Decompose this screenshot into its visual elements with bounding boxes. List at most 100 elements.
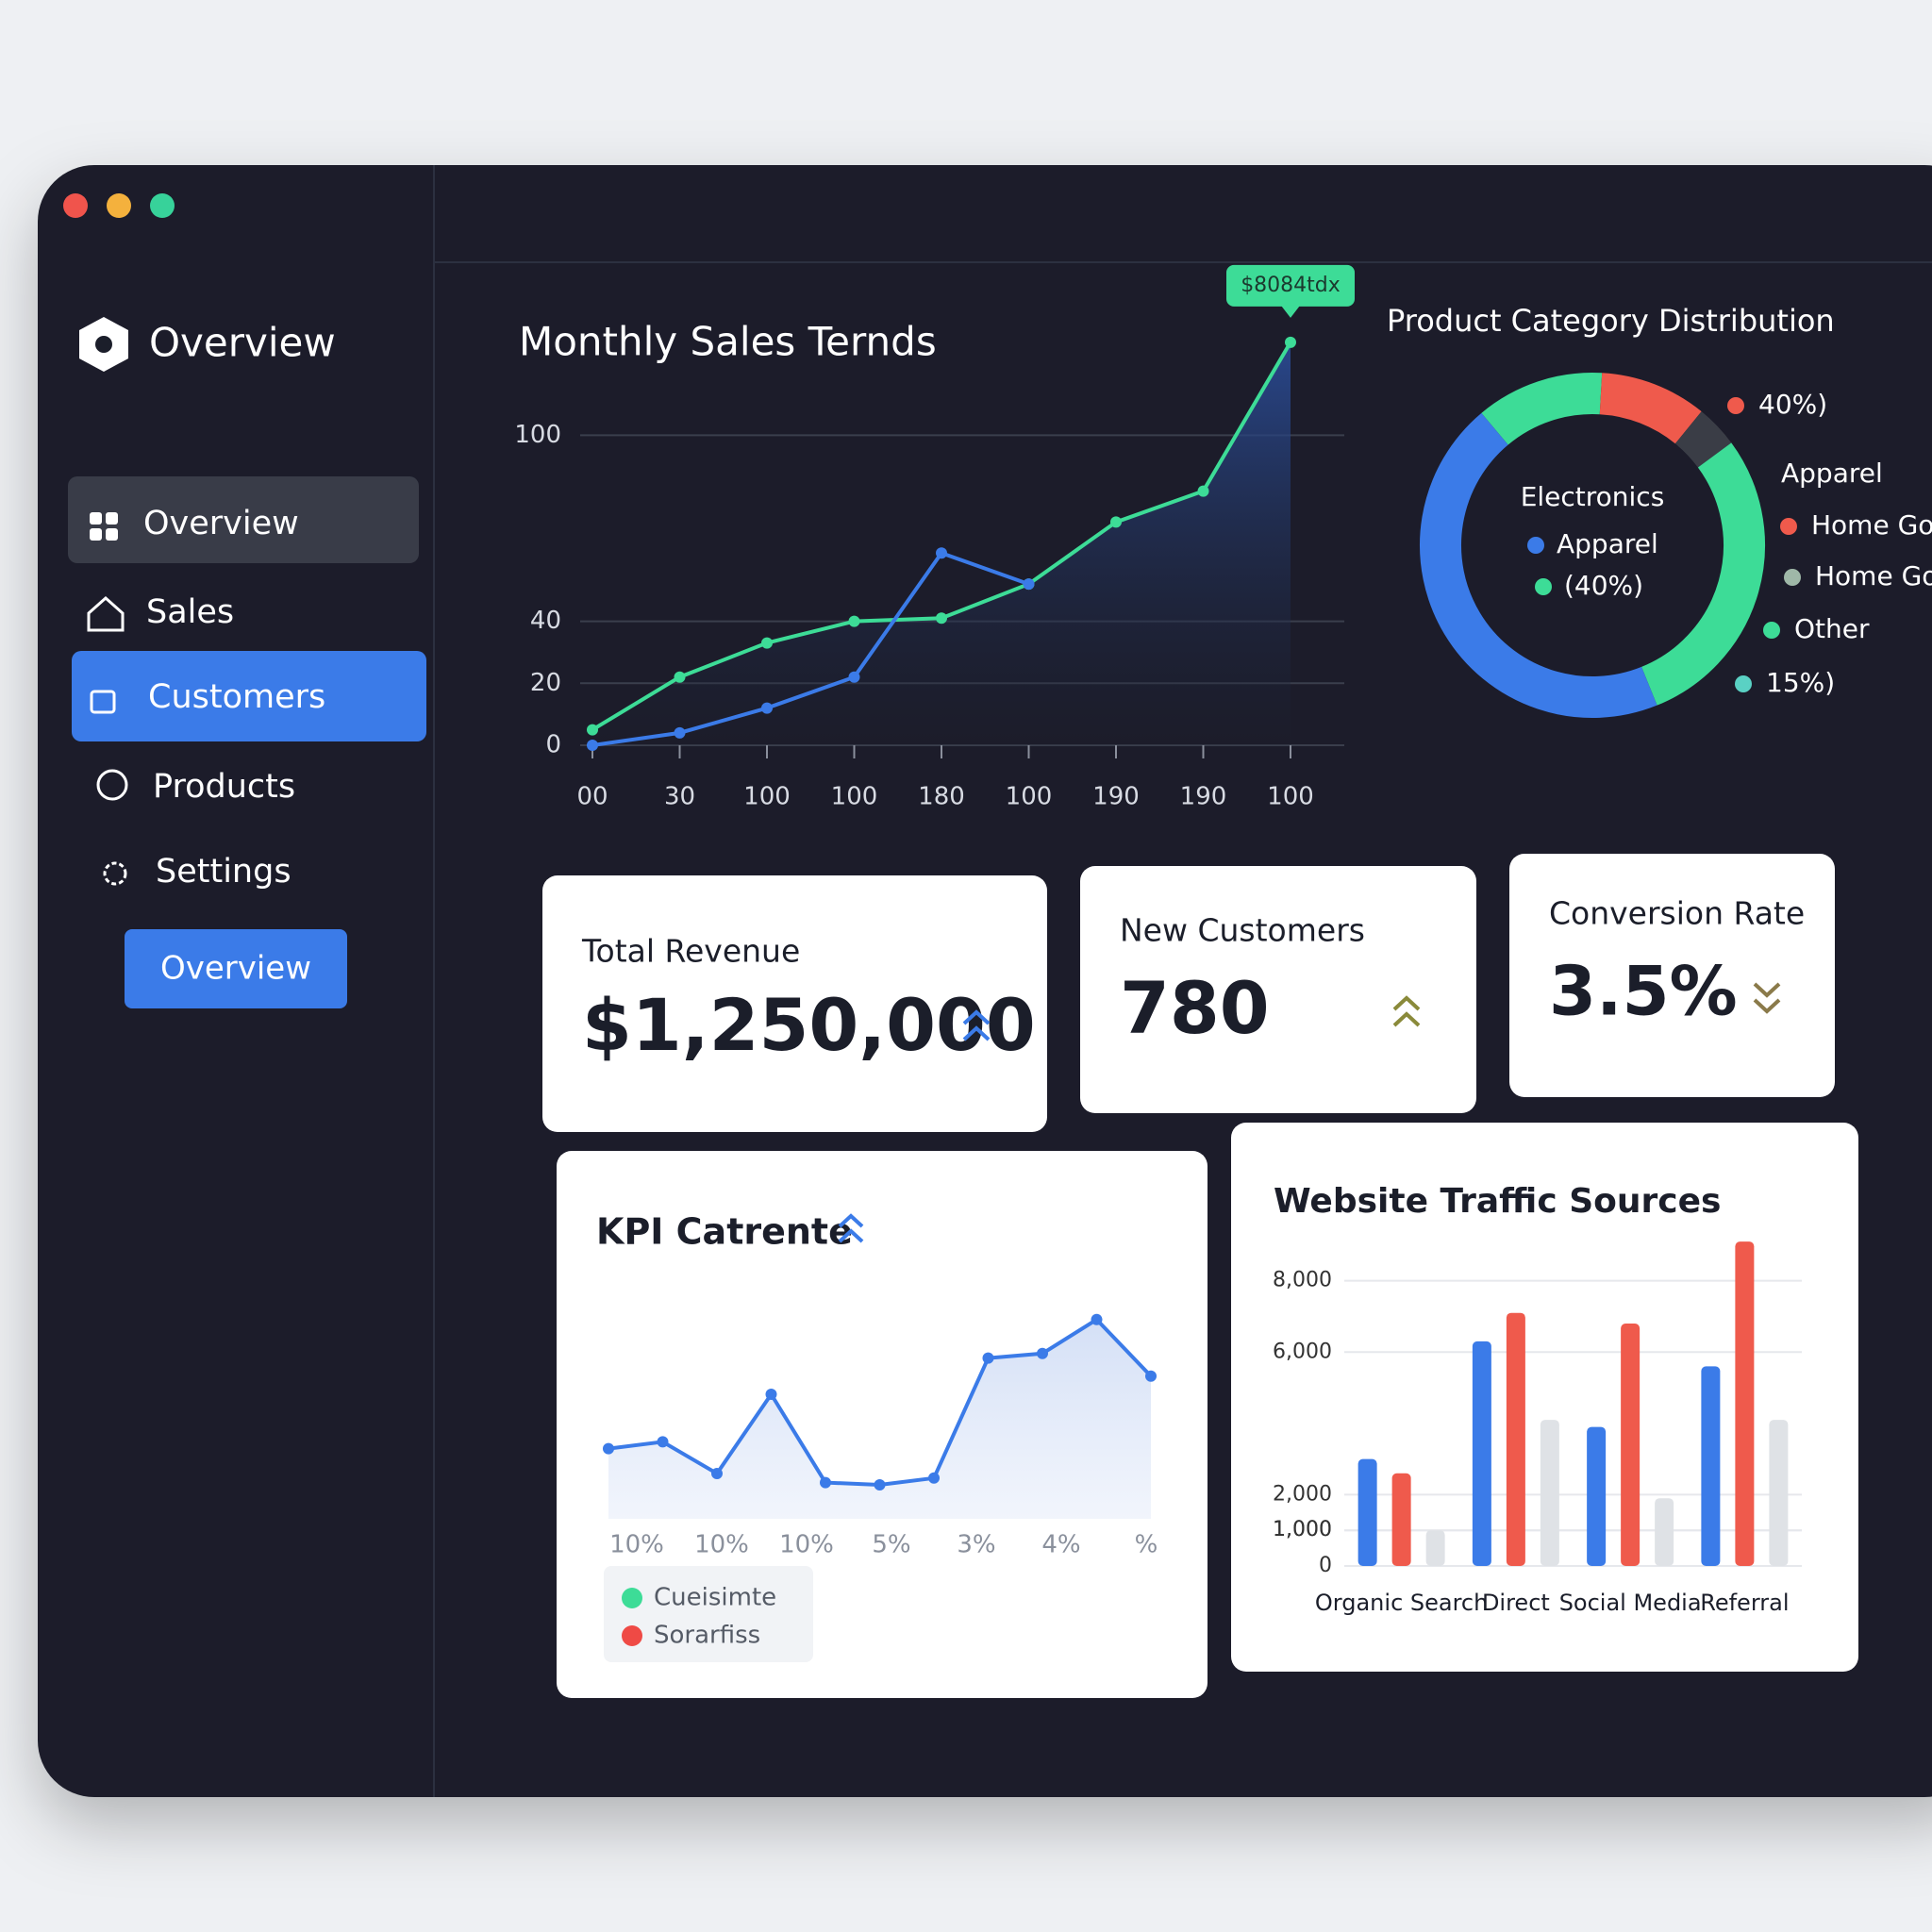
x-tick-label: %: [1135, 1531, 1158, 1559]
data-point: [765, 1389, 777, 1400]
legend-dot: [622, 1588, 642, 1608]
annotation-pointer: [1281, 305, 1300, 318]
brand-logo-hole: [95, 336, 112, 353]
x-tick-label: 100: [831, 783, 878, 811]
kpi-card: [1509, 854, 1835, 1097]
y-tick-label: 0: [545, 731, 561, 759]
data-point: [761, 637, 773, 649]
button-label[interactable]: Overview: [160, 950, 311, 988]
bar: [1472, 1341, 1491, 1566]
legend-label: Sorarfiss: [654, 1622, 760, 1650]
nav-item[interactable]: Sales: [146, 593, 234, 631]
data-point: [936, 547, 947, 559]
donut-segment: [1481, 373, 1603, 445]
x-tick-label: 3%: [957, 1531, 995, 1559]
legend-label: Cueisimte: [654, 1584, 776, 1612]
x-tick-label: Direct: [1482, 1590, 1550, 1616]
y-tick-label: 8,000: [1273, 1269, 1332, 1292]
x-tick-label: Social Media: [1559, 1590, 1702, 1616]
kpi-value: 780: [1120, 966, 1270, 1050]
legend-label: Home Goo: [1811, 509, 1932, 541]
data-point: [848, 615, 860, 627]
nav-item[interactable]: Products: [153, 768, 295, 806]
x-tick-label: 180: [918, 783, 965, 811]
x-tick-label: 100: [1006, 783, 1053, 811]
nav-item[interactable]: Overview: [143, 505, 299, 542]
bar: [1735, 1241, 1755, 1566]
kpi-card: [542, 875, 1047, 1132]
data-point: [1285, 336, 1296, 348]
x-tick-label: Organic Search: [1315, 1590, 1488, 1616]
legend-label: 15%): [1766, 667, 1835, 698]
legend-dot: [1727, 397, 1744, 414]
y-tick-label: 1,000: [1273, 1518, 1332, 1541]
data-point: [761, 702, 773, 714]
data-point: [982, 1352, 994, 1364]
trend-up-icon: [838, 1213, 864, 1243]
overview-button[interactable]: [125, 929, 347, 1008]
kpi-label: New Customers: [1120, 912, 1365, 949]
donut-segment: [1599, 373, 1702, 444]
x-tick-label: 5%: [872, 1531, 910, 1559]
x-tick-label: 190: [1180, 783, 1227, 811]
brand: Overview: [79, 317, 336, 372]
series-line: [591, 550, 1030, 747]
legend-label: Other: [1794, 613, 1870, 644]
kpi-value: 3.5%: [1549, 952, 1738, 1031]
data-point: [674, 726, 686, 739]
legend-box: [604, 1566, 813, 1662]
data-point: [1197, 485, 1209, 497]
donut-segment: [1641, 442, 1765, 706]
data-point: [936, 612, 947, 625]
icon-settings: [103, 861, 127, 886]
y-tick-label: 100: [514, 421, 561, 449]
kpi-card: [1080, 866, 1476, 1113]
y-tick-label: 40: [530, 607, 561, 635]
legend-label: Home Goo: [1815, 560, 1932, 591]
bar: [1655, 1498, 1674, 1566]
x-tick-label: 00: [576, 783, 608, 811]
legend-dot: [1527, 537, 1544, 554]
icon-customers: [90, 690, 116, 714]
icon-grid: [90, 512, 118, 541]
chart-title: Website Traffic Sources: [1274, 1182, 1721, 1221]
icon-home: [87, 595, 125, 632]
y-tick-label: 0: [1319, 1554, 1332, 1577]
nav-item-selected-bg[interactable]: [72, 651, 426, 741]
kpi-label: Total Revenue: [581, 933, 800, 970]
data-point: [674, 671, 686, 683]
donut-segment: [1420, 412, 1657, 718]
area-fill: [608, 1319, 1151, 1519]
nav-item[interactable]: Settings: [156, 853, 291, 891]
y-tick-label: 1,000: [1273, 1518, 1332, 1541]
data-point: [1110, 516, 1122, 528]
legend-label: 40%): [1758, 389, 1827, 420]
data-point: [928, 1472, 940, 1484]
bar: [1540, 1420, 1559, 1566]
data-point: [874, 1479, 886, 1491]
x-tick-label: 10%: [694, 1531, 749, 1559]
bar: [1391, 1473, 1411, 1566]
window-minimize[interactable]: [107, 193, 131, 218]
bar: [1587, 1426, 1607, 1566]
x-tick-label: 4%: [1041, 1531, 1080, 1559]
nav-item[interactable]: Customers: [148, 678, 325, 716]
annotation-box: [1226, 264, 1355, 307]
x-tick-label: 30: [664, 783, 695, 811]
window-close[interactable]: [63, 193, 88, 218]
icon-products: [96, 769, 128, 801]
bar: [1357, 1458, 1377, 1566]
data-point: [1023, 578, 1035, 591]
x-tick-label: 10%: [609, 1531, 664, 1559]
legend-label: Apparel: [1781, 458, 1883, 489]
chart-title: Monthly Sales Ternds: [519, 319, 937, 365]
annotation: $8084tdx: [1241, 274, 1341, 297]
chart-title: Product Category Distribution: [1387, 303, 1835, 339]
legend-dot: [1535, 578, 1552, 595]
trend-up-icon: [962, 1009, 991, 1041]
data-point: [711, 1468, 723, 1479]
chart-card: [557, 1151, 1208, 1698]
window-maximize[interactable]: [150, 193, 175, 218]
